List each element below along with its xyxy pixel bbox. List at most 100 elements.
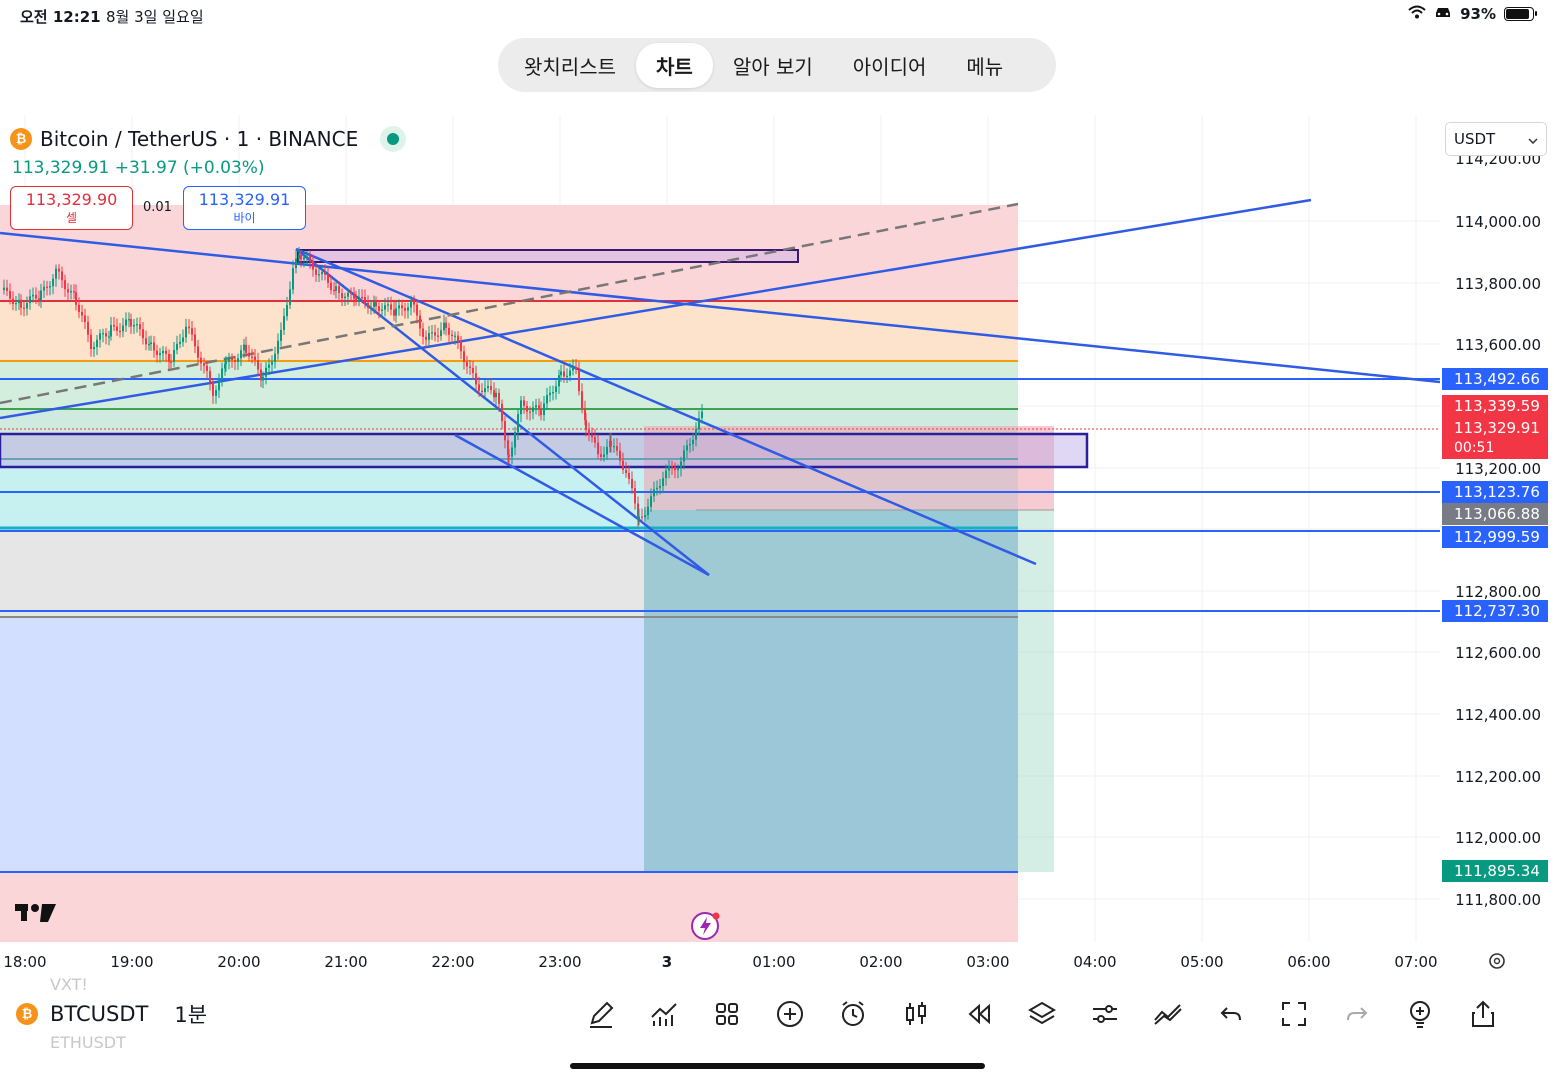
- battery-icon: [1504, 7, 1537, 21]
- x-tick: 02:00: [859, 953, 902, 971]
- candle-body: [628, 472, 630, 479]
- compare-icon[interactable]: [1147, 995, 1189, 1033]
- candle-body: [634, 488, 636, 504]
- symbol-switcher[interactable]: ₿ BTCUSDT 1분: [16, 999, 207, 1029]
- candle-body: [526, 405, 528, 412]
- y-tick: 112,600.00: [1455, 644, 1541, 662]
- candle-body: [558, 375, 560, 387]
- tool-row: [580, 995, 1504, 1033]
- candle-body: [448, 327, 450, 335]
- x-tick: 22:00: [431, 953, 474, 971]
- candle-body: [90, 334, 92, 350]
- price-change: 113,329.91 +31.97 (+0.03%): [12, 158, 265, 178]
- bottom-interval[interactable]: 1분: [174, 1003, 208, 1027]
- candle-body: [327, 274, 329, 283]
- layers-icon[interactable]: [1021, 995, 1063, 1033]
- candle-body: [283, 316, 285, 331]
- candle-body: [248, 352, 250, 357]
- candle-body: [523, 400, 525, 406]
- candle-body: [353, 292, 355, 299]
- tab-chart[interactable]: 차트: [636, 42, 713, 88]
- high-rectangle[interactable]: [297, 249, 799, 263]
- candle-body: [108, 336, 110, 338]
- candle-body: [335, 286, 337, 291]
- candle-body: [231, 357, 233, 360]
- tab-explore[interactable]: 알아 보기: [732, 54, 813, 79]
- candle-body: [338, 286, 340, 294]
- candle-body: [511, 447, 513, 457]
- bottom-symbol: BTCUSDT: [50, 1002, 149, 1026]
- candle-body: [520, 400, 522, 415]
- fullscreen-icon[interactable]: [1273, 995, 1315, 1033]
- indicators-icon[interactable]: [643, 995, 685, 1033]
- price-label: 112,999.59: [1454, 528, 1540, 546]
- candle-body: [15, 303, 17, 305]
- symbol-header[interactable]: ₿ Bitcoin / TetherUS · 1 · BINANCE: [10, 126, 407, 152]
- candle-body: [224, 363, 226, 369]
- layout-grid-icon[interactable]: [706, 995, 748, 1033]
- lightning-event-icon[interactable]: [691, 912, 720, 940]
- candle-body: [466, 361, 468, 367]
- candles-type-icon[interactable]: [895, 995, 937, 1033]
- candle-body: [422, 328, 424, 337]
- candle-body: [410, 299, 412, 308]
- candle-body: [260, 369, 262, 381]
- dashed-trend-line[interactable]: [0, 202, 1019, 405]
- candle-body: [70, 291, 72, 293]
- currency-select[interactable]: USDT: [1445, 122, 1547, 156]
- candle-body: [451, 334, 453, 337]
- undo-icon[interactable]: [1210, 995, 1252, 1033]
- y-tick: 111,800.00: [1455, 891, 1541, 909]
- candle-body: [572, 367, 574, 371]
- y-tick: 112,200.00: [1455, 768, 1541, 786]
- candle-body: [508, 454, 510, 457]
- drawing-pen-icon[interactable]: [580, 995, 622, 1033]
- y-tick: 112,000.00: [1455, 829, 1541, 847]
- candle-body: [674, 467, 676, 471]
- chart-area[interactable]: 114,200.00 114,000.00 113,800.00 113,600…: [0, 115, 1554, 975]
- y-tick: 113,800.00: [1455, 275, 1541, 293]
- replay-icon[interactable]: [958, 995, 1000, 1033]
- x-tick: 19:00: [110, 953, 153, 971]
- buy-button[interactable]: 113,329.91 바이: [183, 186, 306, 230]
- candle-body: [662, 478, 664, 486]
- axis-settings-icon[interactable]: [1489, 953, 1505, 969]
- candle-body: [341, 293, 343, 298]
- wifi-icon: [1408, 5, 1426, 23]
- candle-body: [61, 271, 63, 281]
- candle-body: [289, 289, 291, 305]
- candle-body: [55, 268, 57, 279]
- candle-body: [701, 411, 703, 419]
- tab-ideas[interactable]: 아이디어: [852, 54, 927, 79]
- candle-body: [128, 319, 130, 321]
- candle-body: [665, 470, 667, 479]
- candle-body: [191, 328, 193, 335]
- range-rectangle[interactable]: [0, 432, 1089, 469]
- candle-body: [300, 254, 302, 260]
- candle-body: [324, 271, 326, 275]
- candle-body: [150, 342, 152, 345]
- add-icon[interactable]: [769, 995, 811, 1033]
- ideas-bulb-icon[interactable]: [1399, 995, 1441, 1033]
- status-time: 오전 12:21: [20, 8, 101, 26]
- candle-body: [490, 386, 492, 391]
- candle-body: [671, 465, 673, 468]
- x-tick: 21:00: [324, 953, 367, 971]
- share-icon[interactable]: [1462, 995, 1504, 1033]
- sell-button[interactable]: 113,329.90 셀: [10, 186, 133, 230]
- redo-icon[interactable]: [1336, 995, 1378, 1033]
- candle-body: [306, 256, 308, 258]
- candle-body: [315, 269, 317, 275]
- settings-sliders-icon[interactable]: [1084, 995, 1126, 1033]
- candle-body: [597, 442, 599, 455]
- price-chart[interactable]: 114,200.00 114,000.00 113,800.00 113,600…: [0, 115, 1554, 975]
- candle-body: [575, 367, 577, 370]
- countdown-label: 00:51: [1454, 440, 1494, 456]
- alarm-clock-icon[interactable]: [832, 995, 874, 1033]
- tab-watchlist[interactable]: 왓치리스트: [524, 54, 616, 79]
- x-tick: 01:00: [752, 953, 795, 971]
- tab-menu[interactable]: 메뉴: [966, 54, 1004, 79]
- candle-body: [546, 395, 548, 404]
- candle-body: [419, 315, 421, 329]
- candle-body: [398, 305, 400, 309]
